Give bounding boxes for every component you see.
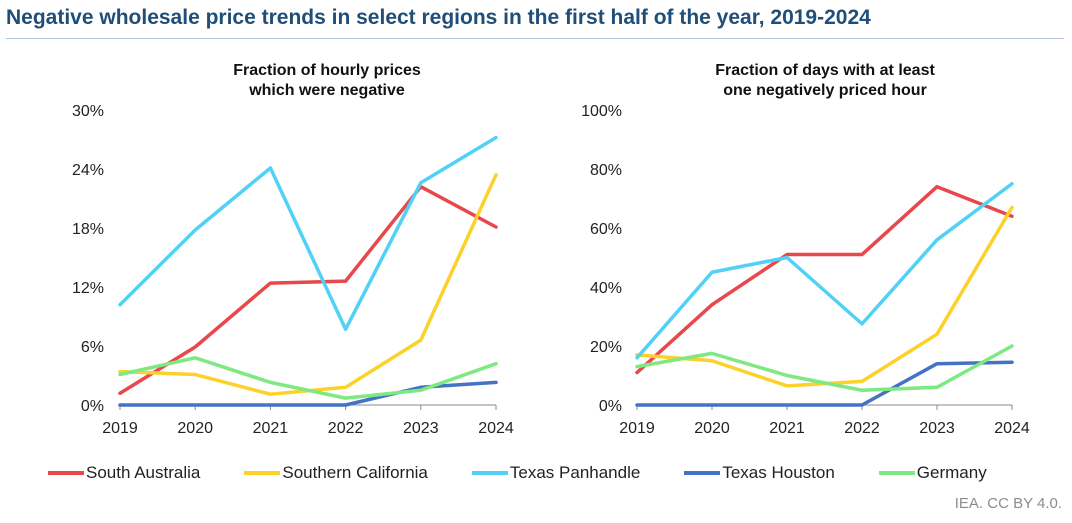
chart-2: Fraction of days with at least one negati… [581,62,1030,437]
y-tick-label: 30% [72,103,104,120]
legend-swatch [244,471,281,475]
legend-label: Southern California [282,463,428,482]
legend-label: Texas Houston [722,463,835,482]
source-credit: IEA. CC BY 4.0. [954,495,1062,512]
x-tick-label: 2024 [994,420,1030,437]
charts-area: Fraction of hourly prices which were nega… [72,62,1030,437]
title-divider [6,38,1064,39]
legend-swatch [471,471,508,475]
series-line-south-australia [635,184,1014,375]
x-tick-label: 2021 [769,420,805,437]
y-tick-label: 80% [590,162,622,179]
legend-swatch [878,471,915,475]
y-tick-label: 0% [599,398,622,415]
x-tick-label: 2022 [844,420,880,437]
legend-label: South Australia [86,463,201,482]
legend-item-southern-california: Southern California [244,463,428,483]
legend-item-south-australia: South Australia [48,463,200,483]
x-tick-label: 2024 [478,420,514,437]
main-title: Negative wholesale price trends in selec… [6,6,871,29]
legend: South Australia Southern California Texa… [48,462,1031,484]
series-line-germany [118,356,498,400]
series-line-texas-houston [118,380,498,407]
x-tick-label: 2019 [102,420,138,437]
y-tick-label: 60% [590,221,622,238]
chart-subtitle-line: one negatively priced hour [723,82,927,99]
x-tick-label: 2020 [694,420,730,437]
y-tick-label: 40% [590,280,622,297]
x-tick-label: 2023 [919,420,955,437]
y-tick-label: 12% [72,280,104,297]
y-tick-label: 20% [590,339,622,356]
series-line-texas-panhandle [635,182,1014,360]
x-tick-label: 2023 [403,420,439,437]
chart-1: Fraction of hourly prices which were nega… [72,62,514,437]
chart-subtitle-line: which were negative [248,82,405,99]
x-tick-label: 2021 [253,420,289,437]
y-tick-label: 18% [72,221,104,238]
legend-item-texas-houston: Texas Houston [684,463,835,483]
legend-swatch [48,471,84,475]
series-line-texas-houston [635,360,1014,407]
legend-item-germany: Germany [878,463,987,483]
y-tick-label: 24% [72,162,104,179]
y-tick-label: 100% [581,103,622,120]
y-tick-label: 6% [81,339,104,356]
legend-label: Germany [916,463,987,482]
x-tick-label: 2020 [177,420,213,437]
legend-item-texas-panhandle: Texas Panhandle [471,463,641,483]
legend-swatch [684,471,721,475]
y-tick-label: 0% [81,398,104,415]
x-tick-label: 2022 [328,420,364,437]
series-line-germany [635,344,1014,392]
x-tick-label: 2019 [619,420,655,437]
chart-subtitle-line: Fraction of days with at least [715,62,935,79]
chart-subtitle-line: Fraction of hourly prices [233,62,421,79]
series-line-southern-california [635,205,1014,388]
series-line-texas-panhandle [118,135,498,332]
legend-label: Texas Panhandle [509,463,641,482]
series-line-south-australia [118,184,498,395]
